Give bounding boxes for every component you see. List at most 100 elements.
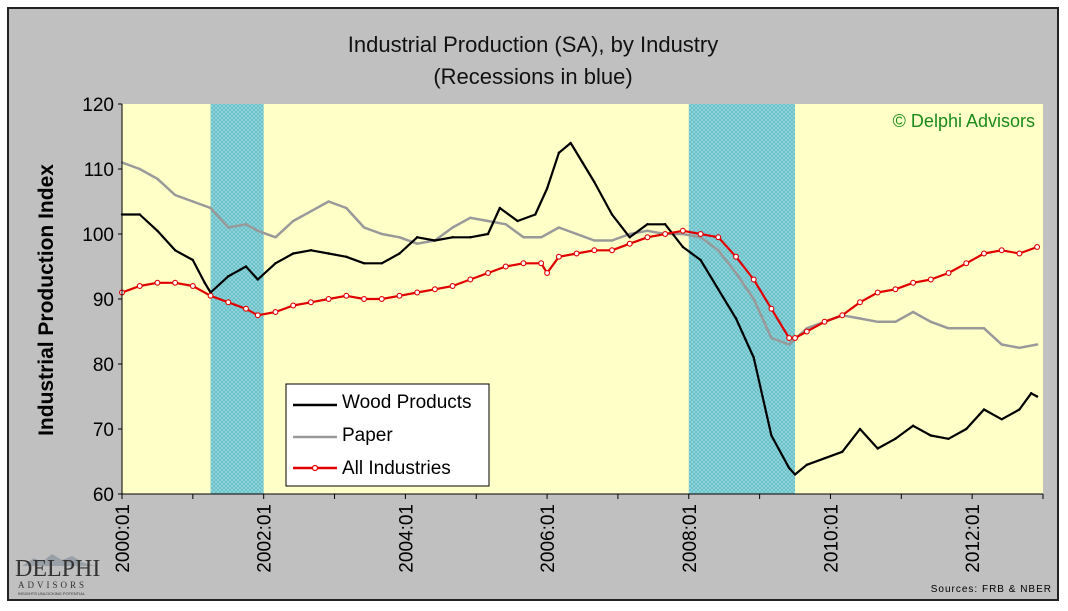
data-point-paper [593,239,596,242]
data-point-paper [173,193,177,197]
data-point-all-industries [378,296,385,302]
data-point-wood-products [227,275,230,278]
data-point-all-industries [750,276,757,283]
data-point-all-industries [963,260,970,267]
data-point-paper [911,310,915,314]
data-point-wood-products [911,424,915,427]
data-point-all-industries [431,286,438,293]
data-point-paper [717,249,720,252]
data-point-wood-products [516,219,519,223]
data-point-all-industries [207,292,214,299]
data-point-wood-products [793,473,797,476]
data-point-paper [398,236,401,239]
data-point-paper [227,226,230,229]
data-point-paper [244,223,248,226]
data-point-all-industries [414,289,421,296]
data-point-paper [415,242,419,245]
recession-layer [210,104,796,494]
data-point-paper [557,226,561,229]
y-tick-label: 80 [93,355,114,376]
data-point-wood-products [947,437,950,440]
data-point-wood-products [191,258,195,262]
data-point-wood-products [717,288,720,291]
data-point-paper [982,327,986,330]
data-point-wood-products [787,466,791,470]
data-point-all-industries [254,312,261,319]
data-point-paper [504,223,507,226]
x-tick-label: 2000:01 [113,504,134,573]
logo-slogan: INSIGHTS UNLOCKING POTENTIAL [18,591,86,596]
data-point-all-industries [449,283,456,289]
data-point-paper [770,336,773,340]
plot-area [122,104,1043,494]
data-point-wood-products [734,317,738,320]
logo-tagline: ADVISORS [18,580,87,590]
data-point-paper [929,320,933,323]
data-point-all-industries [626,240,633,247]
data-point-all-industries [591,247,598,254]
data-point-paper [965,327,968,330]
data-point-all-industries [467,276,474,283]
data-point-all-industries [857,299,863,306]
data-point-wood-products [362,262,366,265]
data-point-all-industries [361,296,368,302]
data-point-all-industries [325,296,332,302]
data-point-all-industries [715,234,722,241]
data-point-all-industries [555,253,562,260]
data-point-all-industries [136,283,143,289]
data-point-all-industries [272,309,279,315]
data-point-wood-products [752,356,755,359]
legend: Wood Products Paper All Industries [285,383,490,487]
data-point-wood-products [327,252,330,255]
logo-mountain-icon [22,554,96,566]
y-tick-label: 60 [93,485,114,506]
data-point-paper [1000,343,1003,346]
data-point-paper [156,177,159,180]
watermark: © Delphi Advisors [893,111,1035,131]
data-point-paper [752,297,755,301]
data-point-paper [575,232,578,236]
data-point-paper [362,226,366,229]
data-point-wood-products [876,447,879,450]
data-point-all-industries [768,305,775,312]
data-point-wood-products [823,457,826,460]
data-point-paper [327,200,330,203]
data-point-wood-products [929,434,933,437]
data-point-all-industries [892,286,899,293]
data-point-all-industries [1034,244,1041,250]
data-point-paper [209,206,212,210]
data-point-paper [876,320,879,323]
data-point-wood-products [982,408,986,411]
delphi-logo: DELPHI ADVISORS INSIGHTS UNLOCKING POTEN… [15,554,100,596]
x-tick-label: 2012:01 [963,504,984,573]
data-point-all-industries [290,302,297,309]
data-point-paper [858,317,862,320]
data-point-wood-products [681,245,685,249]
data-point-all-industries [697,231,704,237]
data-point-all-industries [154,279,161,286]
y-tick-label: 110 [84,160,114,181]
data-point-paper [610,239,614,242]
data-point-wood-products [380,262,383,265]
data-point-wood-products [545,187,549,190]
data-point-wood-products [156,229,159,232]
data-point-all-industries [733,253,739,260]
data-point-wood-products [858,427,862,431]
data-point-wood-products [498,206,502,210]
data-point-all-industries [172,279,179,286]
data-point-wood-products [894,437,897,440]
data-point-wood-products [610,213,614,216]
data-point-paper [947,327,950,330]
data-point-paper [345,206,348,210]
x-tick-label: 2010:01 [821,504,842,573]
data-point-wood-products [451,236,454,239]
data-point-wood-products [173,249,177,252]
y-ticks: 60 70 80 90 100 110 120 [82,95,122,506]
data-point-all-industries [544,270,551,276]
y-tick-label: 90 [93,290,114,311]
data-point-all-industries [396,292,403,299]
data-point-wood-products [292,252,295,255]
data-point-wood-products [1018,408,1021,411]
data-point-paper [292,219,295,223]
data-point-all-industries [910,279,917,286]
